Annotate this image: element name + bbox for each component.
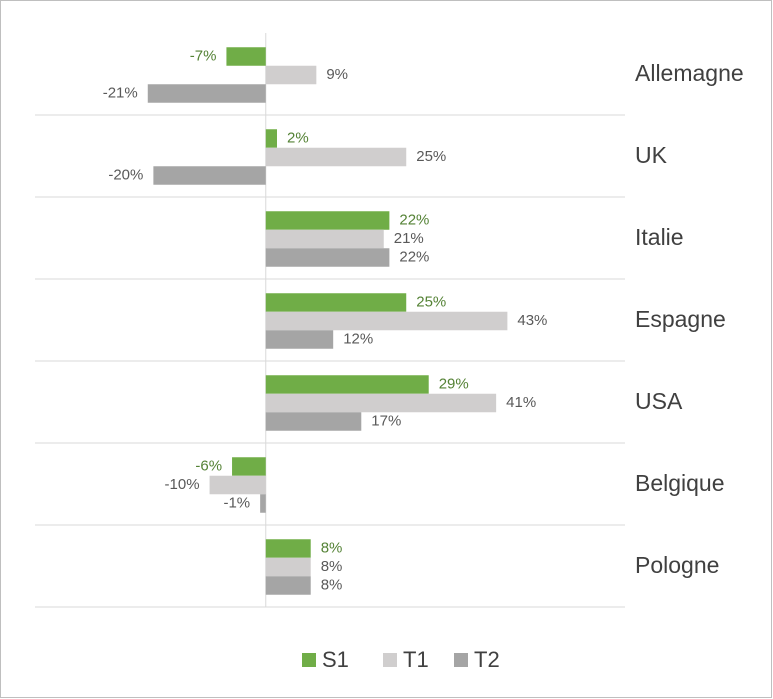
value-label: 43%: [517, 312, 547, 329]
bar: [265, 293, 407, 312]
bar: [265, 576, 311, 595]
bar: [265, 375, 429, 394]
category-label: Italie: [635, 224, 684, 250]
category-label: USA: [635, 388, 683, 414]
bar: [265, 557, 311, 577]
value-label: 8%: [321, 558, 343, 575]
value-label: 12%: [343, 330, 373, 347]
legend-label: S1: [322, 647, 349, 672]
value-label: 22%: [399, 248, 429, 265]
bar: [153, 166, 266, 185]
category-label: Espagne: [635, 306, 726, 332]
value-label: 22%: [399, 211, 429, 228]
bar: [265, 65, 317, 85]
value-label: -21%: [103, 84, 138, 101]
legend-swatch: [302, 653, 316, 667]
bar: [232, 457, 266, 476]
bar: [209, 475, 266, 495]
value-label: -6%: [195, 457, 222, 474]
category-label: Belgique: [635, 470, 725, 496]
bar: [265, 311, 508, 331]
value-label: -10%: [165, 476, 200, 493]
value-label: 2%: [287, 129, 309, 146]
bar: [265, 147, 407, 167]
bar: [265, 248, 390, 267]
bar: [260, 494, 266, 513]
value-label: 25%: [416, 148, 446, 165]
legend-swatch: [454, 653, 468, 667]
value-label: -7%: [190, 47, 217, 64]
value-label: 8%: [321, 539, 343, 556]
category-label: Pologne: [635, 552, 719, 578]
value-label: 17%: [371, 412, 401, 429]
bar: [265, 330, 334, 349]
legend-swatch: [383, 653, 397, 667]
value-label: 9%: [326, 66, 348, 83]
category-label: Allemagne: [635, 60, 744, 86]
legend-label: T2: [474, 647, 500, 672]
value-label: 21%: [394, 230, 424, 247]
value-label: 29%: [439, 375, 469, 392]
bar: [265, 129, 277, 148]
category-label: UK: [635, 142, 668, 168]
bar: [265, 412, 362, 431]
bar: [265, 393, 497, 413]
value-label: 25%: [416, 293, 446, 310]
value-label: -1%: [223, 494, 250, 511]
bar: [265, 229, 384, 249]
value-label: 8%: [321, 576, 343, 593]
value-label: -20%: [108, 166, 143, 183]
bar: [265, 539, 311, 558]
bar: [226, 47, 266, 66]
bar: [265, 211, 390, 230]
legend-label: T1: [403, 647, 429, 672]
bar: [147, 84, 266, 103]
value-label: 41%: [506, 394, 536, 411]
